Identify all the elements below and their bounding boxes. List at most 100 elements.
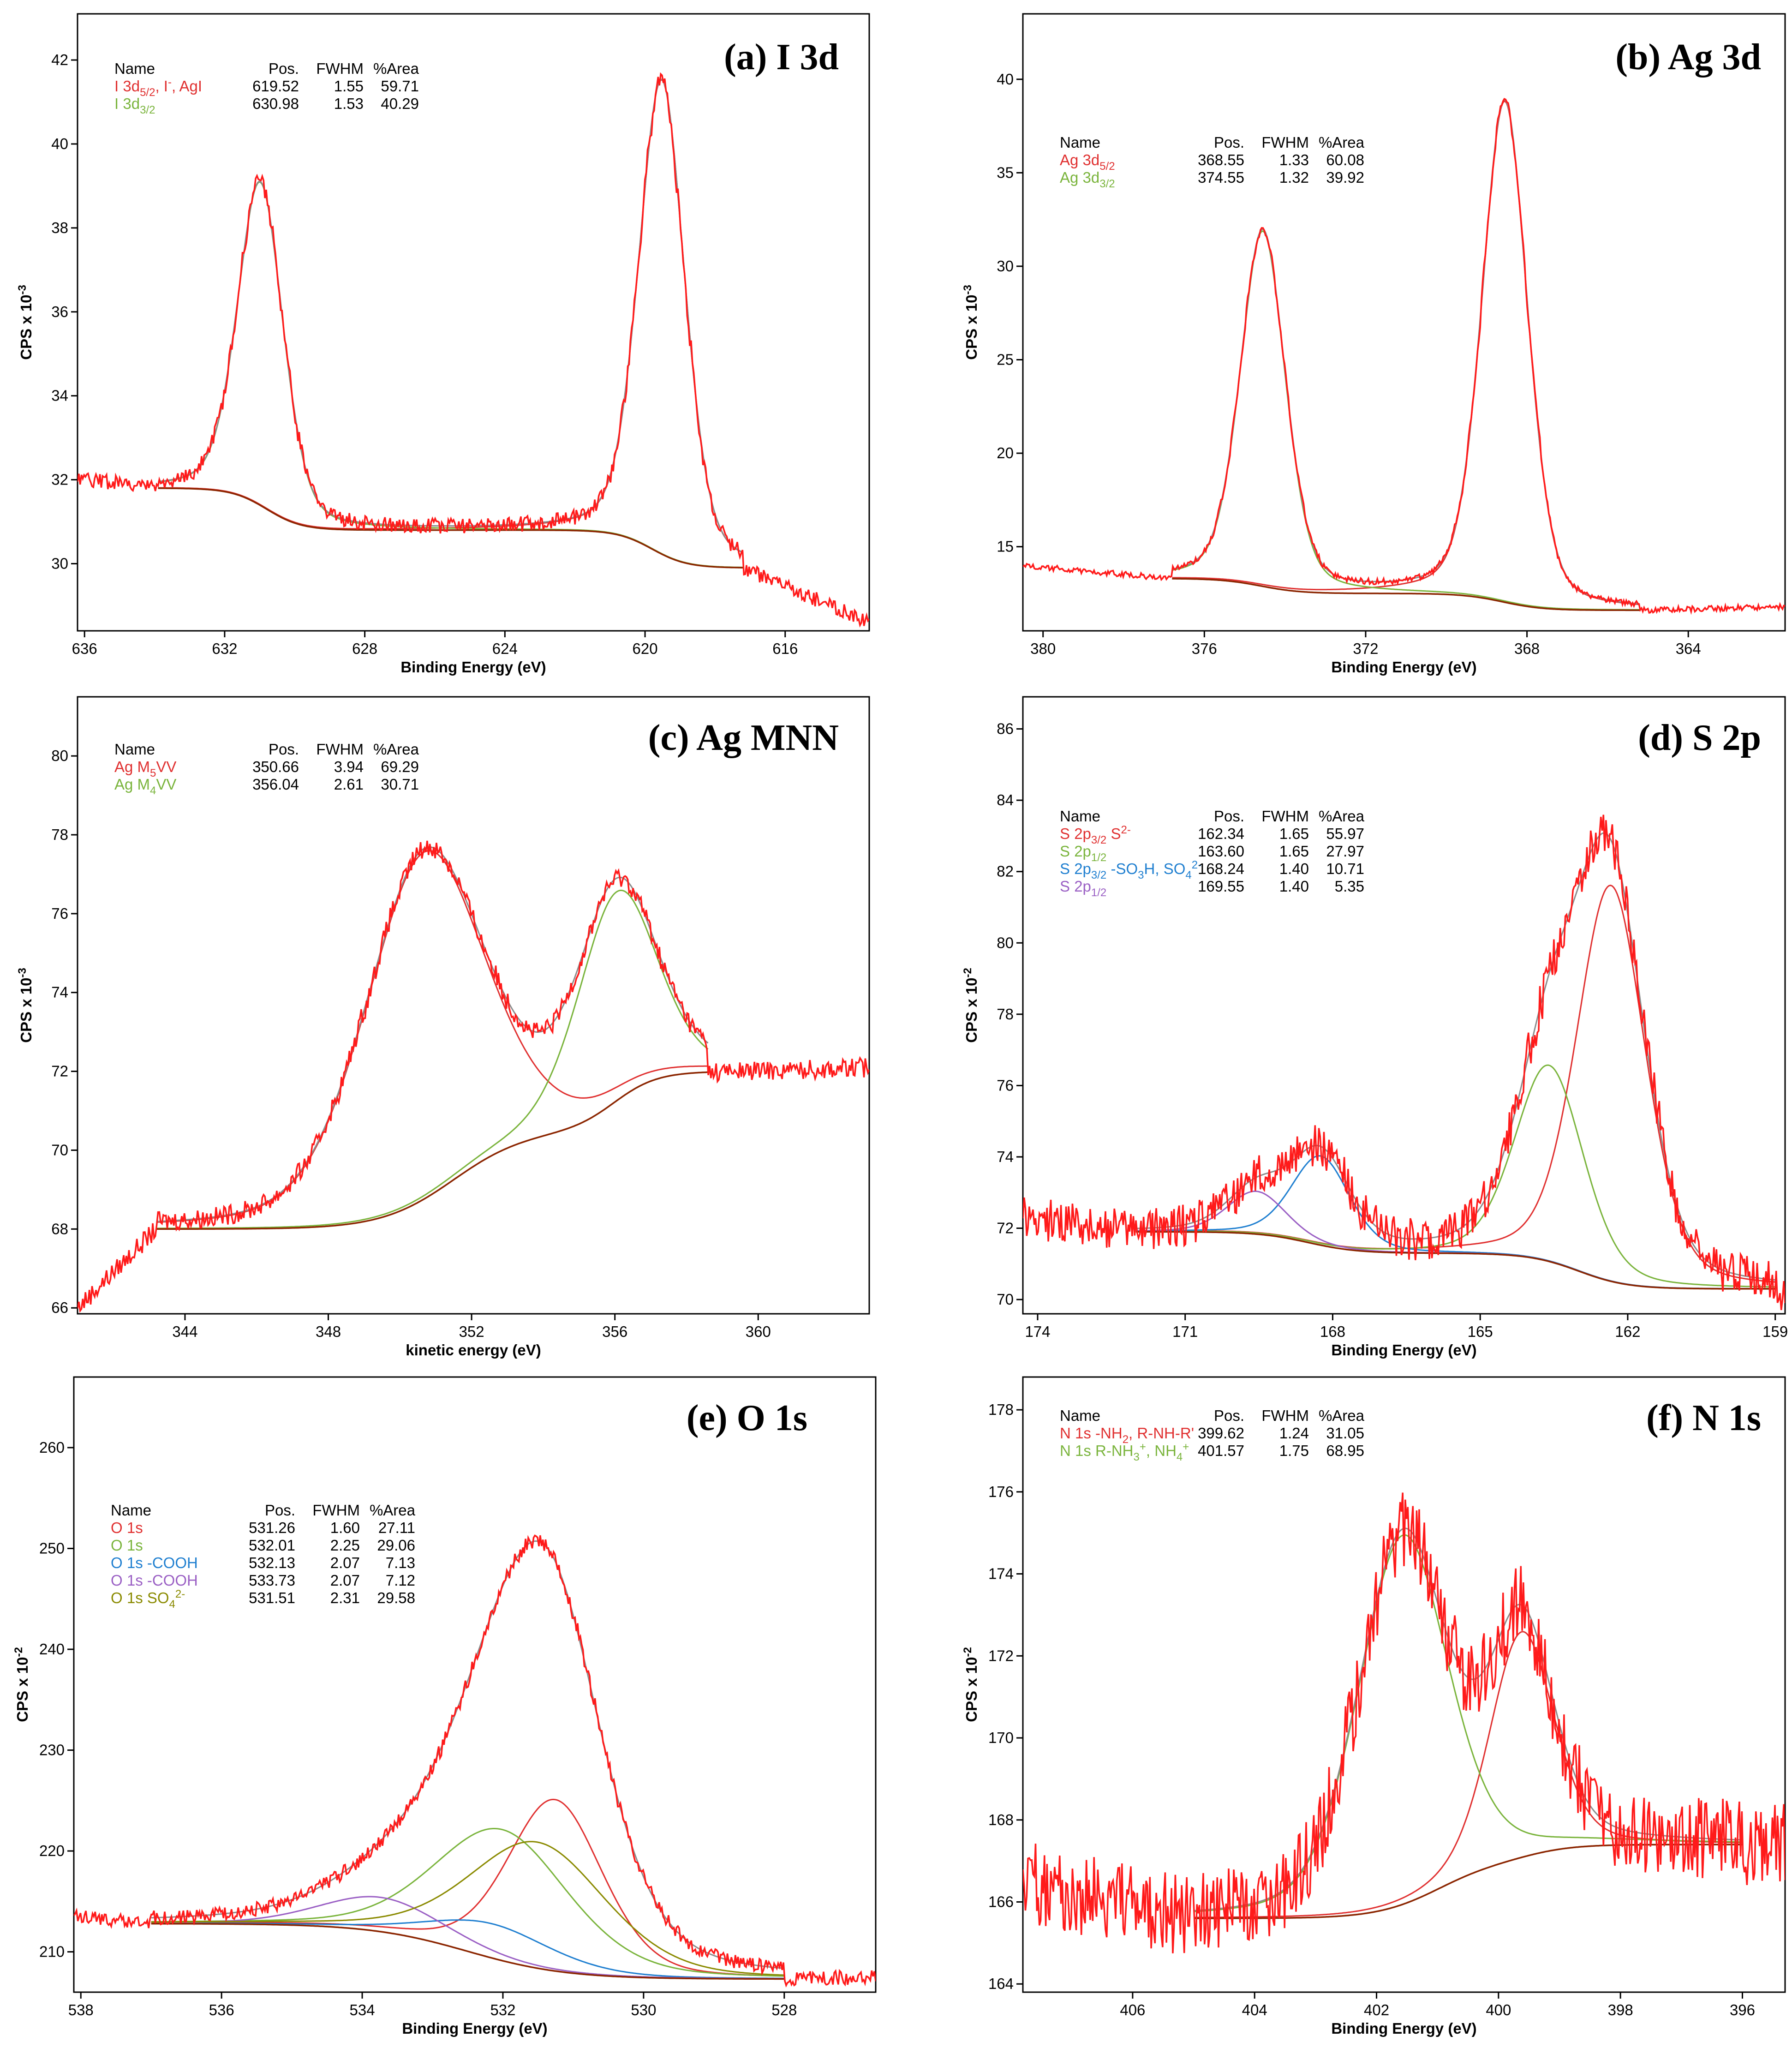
x-tick-label: 174 [1025, 1323, 1050, 1340]
y-tick-label: 30 [997, 257, 1014, 275]
panel-title: (a) I 3d [724, 37, 839, 78]
panel-title: (b) Ag 3d [1615, 37, 1761, 78]
legend-entry-name: S 2p1/2 [1060, 878, 1106, 899]
background-line [1172, 578, 1640, 611]
legend-entry-area: 5.35 [1335, 878, 1364, 895]
y-tick-label: 176 [988, 1483, 1014, 1500]
x-tick-label: 402 [1364, 2001, 1389, 2018]
envelope-line [158, 78, 744, 553]
y-tick-label: 70 [997, 1291, 1014, 1308]
y-tick-label: 250 [39, 1539, 65, 1557]
legend-entry-fwhm: 1.24 [1279, 1425, 1309, 1442]
legend-entry-name: S 2p1/2 [1060, 843, 1106, 864]
y-tick-label: 76 [51, 905, 68, 922]
x-tick-label: 530 [631, 2001, 656, 2018]
legend-entry-area: 30.71 [381, 776, 419, 793]
x-tick-label: 165 [1468, 1323, 1493, 1340]
plot-frame [1022, 1376, 1786, 1993]
legend-entry-area: 40.29 [381, 95, 419, 112]
legend-header-3: %Area [1319, 1407, 1365, 1424]
y-tick-label: 70 [51, 1141, 68, 1158]
legend-entry-pos: 533.73 [249, 1572, 295, 1589]
component-peak [151, 1798, 784, 1977]
y-tick-label: 66 [51, 1299, 68, 1316]
legend-entry-fwhm: 2.25 [330, 1537, 360, 1554]
y-tick-label: 20 [997, 444, 1014, 461]
x-tick-label: 538 [68, 2001, 94, 2018]
legend-entry-fwhm: 2.61 [334, 776, 364, 793]
x-tick-label: 532 [490, 2001, 515, 2018]
background-line [1136, 1231, 1775, 1290]
panel-b: 380 376 372 368 364 15 20 25 30 35 40 Binding Energ… [962, 13, 1786, 676]
legend-entry-area: 27.11 [378, 1519, 415, 1536]
x-tick-label: 632 [212, 640, 237, 657]
y-tick-label: 164 [988, 1975, 1014, 1992]
y-tick-label: 210 [39, 1943, 65, 1960]
y-tick-label: 34 [51, 387, 68, 404]
legend-entry-name: Ag M5VV [114, 758, 176, 779]
legend-entry-pos: 374.55 [1198, 169, 1244, 186]
component-peak [151, 1828, 784, 1977]
component-peak [151, 1919, 784, 1979]
legend-entry-name: Ag M4VV [114, 776, 176, 797]
legend-entry-name: Ag 3d3/2 [1060, 169, 1115, 190]
x-tick-label: 528 [771, 2001, 797, 2018]
plot-frame [73, 1376, 877, 1993]
legend: Name Pos. FWHM %Area N 1s -NH2, R-NH-R' 399.6… [1060, 1407, 1365, 1463]
y-tick-label: 78 [51, 826, 68, 843]
y-tick-label: 174 [988, 1565, 1014, 1582]
component-peak [1172, 230, 1640, 611]
x-tick-label: 368 [1514, 640, 1540, 657]
x-tick-label: 404 [1242, 2001, 1267, 2018]
x-axis-label: Binding Energy (eV) [1331, 1341, 1476, 1359]
y-tick-label: 82 [997, 863, 1014, 880]
legend-entry-fwhm: 1.40 [1279, 878, 1309, 895]
component-peak [151, 1841, 784, 1976]
plot-frame [77, 696, 870, 1315]
y-tick-label: 168 [988, 1811, 1014, 1828]
legend-header-2: FWHM [316, 60, 364, 77]
curves [78, 72, 869, 628]
curves [78, 840, 869, 1313]
legend-entry-area: 7.13 [386, 1554, 415, 1571]
curves [1023, 814, 1785, 1311]
y-tick-label: 72 [997, 1220, 1014, 1237]
legend-entry-area: 60.08 [1326, 151, 1364, 168]
legend-entry-area: 69.29 [381, 758, 419, 775]
x-tick-label: 398 [1608, 2001, 1633, 2018]
x-tick-label: 380 [1030, 640, 1056, 657]
y-tick-label: 40 [51, 135, 68, 152]
legend-header-3: %Area [370, 1502, 416, 1519]
legend-entry-pos: 630.98 [252, 95, 299, 112]
legend-header-1: Pos. [269, 741, 299, 758]
legend: Name Pos. FWHM %Area Ag M5VV 350.66 3.94 69.29 A… [114, 741, 419, 797]
panel-f: 406 404 402 400 398 396 164 166 168 170 172 174 176 1… [962, 1376, 1786, 2037]
x-tick-label: 162 [1615, 1323, 1640, 1340]
legend-header-1: Pos. [1214, 808, 1244, 825]
component-peak [156, 889, 709, 1229]
x-tick-label: 171 [1172, 1323, 1198, 1340]
legend-entry-fwhm: 2.31 [330, 1589, 360, 1606]
curves [1023, 1492, 1785, 1953]
legend-entry-area: 55.97 [1326, 825, 1364, 842]
legend-entry-area: 29.06 [377, 1537, 415, 1554]
legend-entry-name: S 2p3/2 -SO3H, SO42- [1060, 859, 1201, 881]
plot-frame [77, 13, 870, 632]
legend-entry-name: O 1s -COOH [111, 1554, 198, 1571]
panel-title: (c) Ag MNN [648, 718, 839, 758]
panel-d: 174 171 168 165 162 159 70 72 74 76 78 80 82 84 86 Bind… [962, 696, 1788, 1359]
legend-entry-pos: 399.62 [1198, 1425, 1244, 1442]
y-tick-label: 68 [51, 1220, 68, 1237]
y-tick-label: 35 [997, 164, 1014, 181]
x-tick-label: 620 [633, 640, 658, 657]
legend-entry-name: I 3d5/2, I-, AgI [114, 76, 202, 99]
legend-header-3: %Area [1319, 808, 1365, 825]
legend: Name Pos. FWHM %Area Ag 3d5/2 368.55 1.33 60.08… [1060, 134, 1365, 190]
x-tick-label: 406 [1120, 2001, 1145, 2018]
legend-entry-pos: 356.04 [252, 776, 299, 793]
x-tick-label: 372 [1353, 640, 1378, 657]
y-axis-label: CPS x 10-2 [962, 1647, 980, 1722]
y-tick-label: 30 [51, 555, 68, 572]
legend-entry-fwhm: 1.53 [334, 95, 364, 112]
